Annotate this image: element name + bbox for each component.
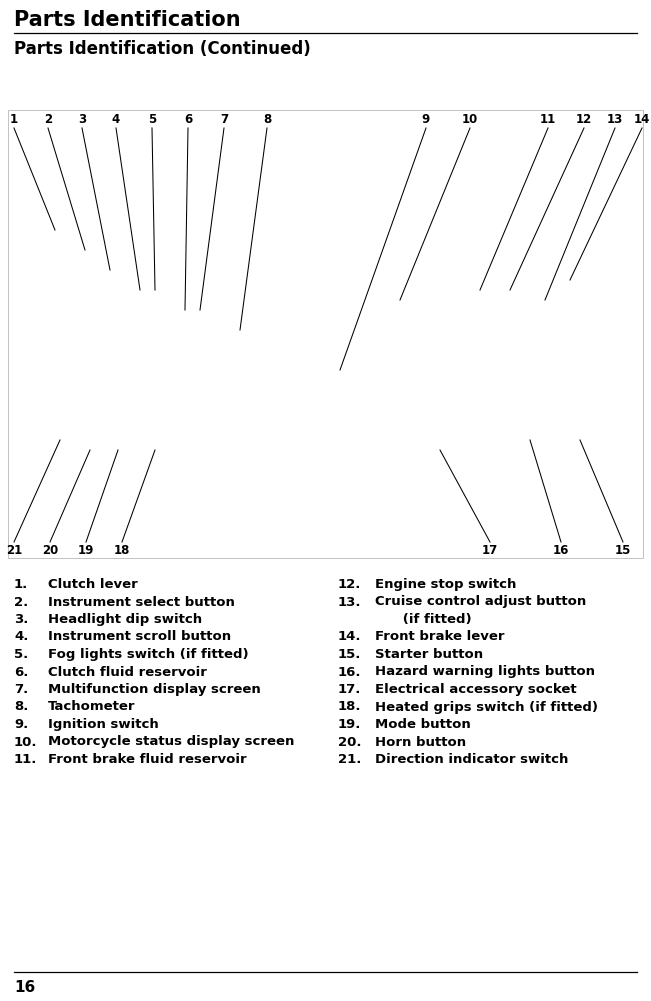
Text: 3.: 3. [14, 613, 29, 626]
Text: 5.: 5. [14, 648, 28, 661]
Text: Headlight dip switch: Headlight dip switch [48, 613, 202, 626]
Text: 13.: 13. [338, 596, 361, 609]
Text: 5: 5 [148, 113, 156, 126]
Text: Parts Identification: Parts Identification [14, 10, 241, 30]
Text: 11: 11 [540, 113, 556, 126]
Text: Cruise control adjust button: Cruise control adjust button [375, 596, 587, 609]
Text: Ignition switch: Ignition switch [48, 718, 159, 731]
Text: 2: 2 [44, 113, 52, 126]
Text: Front brake lever: Front brake lever [375, 631, 505, 644]
Text: 10: 10 [462, 113, 478, 126]
Text: 1: 1 [10, 113, 18, 126]
Text: 20: 20 [42, 544, 58, 557]
Text: Fog lights switch (if fitted): Fog lights switch (if fitted) [48, 648, 249, 661]
Text: Multifunction display screen: Multifunction display screen [48, 683, 261, 696]
Text: 16: 16 [553, 544, 569, 557]
Text: Hazard warning lights button: Hazard warning lights button [375, 666, 595, 679]
Text: 4.: 4. [14, 631, 29, 644]
Text: 12.: 12. [338, 578, 361, 591]
Text: Instrument select button: Instrument select button [48, 596, 235, 609]
Text: Tachometer: Tachometer [48, 701, 135, 714]
Text: 7.: 7. [14, 683, 28, 696]
Text: 9: 9 [422, 113, 430, 126]
Text: Mode button: Mode button [375, 718, 471, 731]
Text: Starter button: Starter button [375, 648, 483, 661]
Text: 8: 8 [263, 113, 271, 126]
Text: 11.: 11. [14, 753, 37, 766]
Text: 21.: 21. [338, 753, 361, 766]
Text: 1.: 1. [14, 578, 28, 591]
Text: 6.: 6. [14, 666, 29, 679]
Text: 20.: 20. [338, 736, 361, 749]
Text: Instrument scroll button: Instrument scroll button [48, 631, 231, 644]
Text: 8.: 8. [14, 701, 29, 714]
Text: Front brake fluid reservoir: Front brake fluid reservoir [48, 753, 247, 766]
Text: 9.: 9. [14, 718, 28, 731]
Text: 15: 15 [615, 544, 631, 557]
Text: 15.: 15. [338, 648, 361, 661]
Text: Heated grips switch (if fitted): Heated grips switch (if fitted) [375, 701, 598, 714]
Text: Direction indicator switch: Direction indicator switch [375, 753, 568, 766]
Bar [8, 110, 643, 558]
Text: 19: 19 [78, 544, 94, 557]
Text: Clutch lever: Clutch lever [48, 578, 138, 591]
Text: 18: 18 [114, 544, 130, 557]
Text: 3: 3 [78, 113, 86, 126]
Text: 7: 7 [220, 113, 228, 126]
Text: 13: 13 [607, 113, 623, 126]
Text: 18.: 18. [338, 701, 361, 714]
Text: 16.: 16. [338, 666, 361, 679]
Text: 12: 12 [576, 113, 592, 126]
Text: 6: 6 [184, 113, 192, 126]
Text: 4: 4 [112, 113, 120, 126]
Text: 17: 17 [482, 544, 498, 557]
Text: Clutch fluid reservoir: Clutch fluid reservoir [48, 666, 207, 679]
Text: Engine stop switch: Engine stop switch [375, 578, 516, 591]
Text: 2.: 2. [14, 596, 28, 609]
Text: (if fitted): (if fitted) [375, 613, 471, 626]
Text: 14: 14 [634, 113, 650, 126]
Text: 21: 21 [6, 544, 22, 557]
Text: 10.: 10. [14, 736, 38, 749]
Text: 19.: 19. [338, 718, 361, 731]
Text: Parts Identification (Continued): Parts Identification (Continued) [14, 40, 311, 58]
Text: Motorcycle status display screen: Motorcycle status display screen [48, 736, 294, 749]
Text: Horn button: Horn button [375, 736, 466, 749]
Text: 17.: 17. [338, 683, 361, 696]
Text: 14.: 14. [338, 631, 361, 644]
Text: 16: 16 [14, 980, 35, 995]
Text: Electrical accessory socket: Electrical accessory socket [375, 683, 577, 696]
